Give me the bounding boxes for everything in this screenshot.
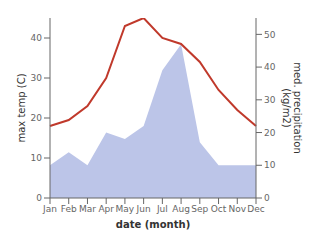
svg-text:Jul: Jul — [156, 204, 168, 214]
svg-text:med. precipitation(kg/m2): med. precipitation(kg/m2) — [281, 62, 304, 154]
svg-text:Oct: Oct — [211, 204, 227, 214]
svg-text:date (month): date (month) — [116, 219, 190, 230]
svg-text:20: 20 — [264, 128, 276, 138]
svg-text:0: 0 — [36, 193, 42, 203]
svg-text:Nov: Nov — [228, 204, 246, 214]
svg-text:Sep: Sep — [191, 204, 208, 214]
svg-text:Apr: Apr — [98, 204, 114, 214]
svg-text:Jan: Jan — [42, 204, 57, 214]
svg-text:20: 20 — [31, 113, 43, 123]
svg-text:50: 50 — [264, 30, 276, 40]
svg-text:Jun: Jun — [136, 204, 151, 214]
svg-text:Feb: Feb — [61, 204, 77, 214]
svg-text:40: 40 — [31, 33, 43, 43]
svg-text:30: 30 — [264, 95, 276, 105]
svg-text:30: 30 — [31, 73, 43, 83]
svg-text:Dec: Dec — [247, 204, 264, 214]
svg-text:0: 0 — [264, 193, 270, 203]
svg-text:10: 10 — [264, 160, 276, 170]
svg-text:Mar: Mar — [79, 204, 96, 214]
svg-text:May: May — [116, 204, 135, 214]
svg-text:40: 40 — [264, 62, 276, 72]
svg-text:Aug: Aug — [172, 204, 190, 214]
svg-text:10: 10 — [31, 153, 43, 163]
svg-text:max temp (C): max temp (C) — [16, 73, 27, 142]
